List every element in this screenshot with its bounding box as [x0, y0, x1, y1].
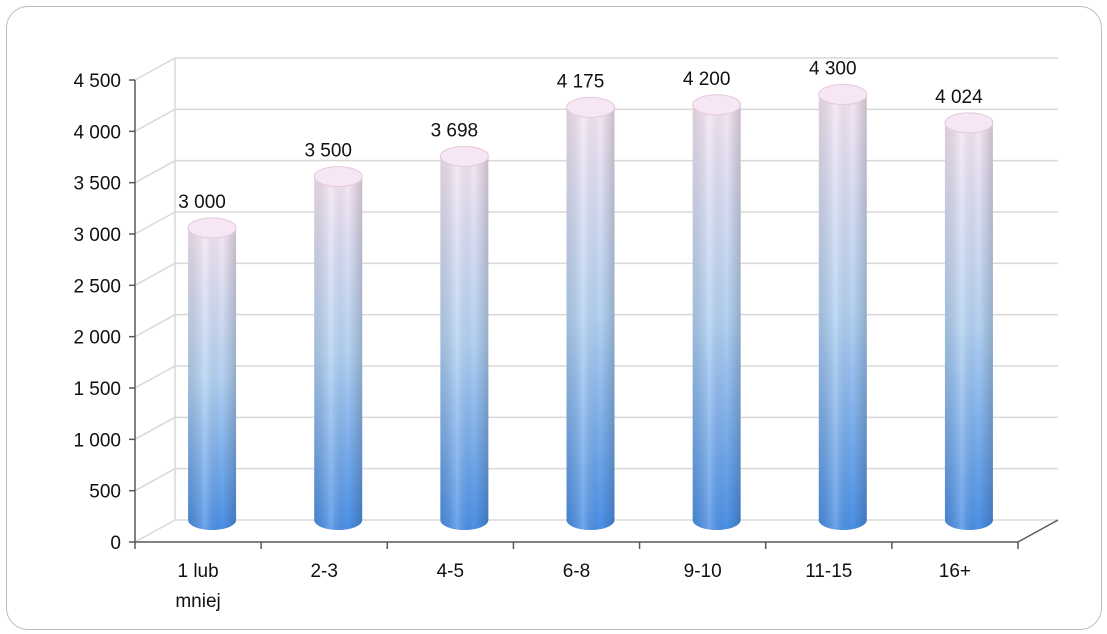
bar: [566, 96, 615, 530]
bar: [944, 112, 994, 531]
bar-cap: [818, 84, 868, 106]
labels: 0 500 1 000 1 500 2 000 2 500 3 000 3 500 4 000 4…: [73, 59, 983, 612]
y-tick-label: 3 500: [73, 174, 121, 195]
bar-cap: [944, 112, 994, 134]
bar: [818, 84, 868, 531]
gridline-side: [134, 262, 176, 286]
bar-shading: [440, 156, 489, 530]
bar-shading: [818, 94, 867, 531]
data-label: 4 024: [935, 87, 983, 108]
bar-shading: [188, 228, 237, 530]
gridline-side: [134, 57, 176, 81]
data-label: 3 000: [178, 192, 226, 213]
bar: [313, 166, 363, 530]
bar-shading: [692, 104, 741, 531]
bar: [439, 145, 489, 530]
y-tick-label: 1 000: [73, 430, 121, 451]
x-tick-label: 16+: [939, 561, 971, 582]
data-label: 4 200: [683, 69, 731, 90]
gridline-side: [134, 468, 176, 492]
bar-shading: [314, 176, 363, 530]
x-tick-label: 9-10: [684, 561, 722, 582]
x-tick-label: 1 lub: [177, 561, 218, 582]
x-tick-label: 2-3: [310, 561, 337, 582]
data-label: 3 500: [304, 141, 352, 162]
bar-shading: [944, 122, 993, 531]
y-tick-label: 2 500: [73, 276, 121, 297]
x-tick-label: mniej: [175, 591, 220, 612]
bar-cap: [692, 94, 742, 116]
gridline-side: [134, 160, 176, 184]
bar-cap: [439, 145, 489, 167]
bar-cap: [313, 166, 363, 188]
y-tick-label: 0: [110, 533, 121, 554]
y-tick-label: 4 500: [73, 71, 121, 92]
x-tick-label: 11-15: [805, 561, 852, 582]
gridline-side: [134, 314, 176, 338]
data-label: 3 698: [431, 120, 479, 141]
bar-cap: [187, 217, 237, 239]
x-tick-label: 6-8: [563, 561, 590, 582]
gridline-side: [134, 108, 176, 132]
bar-cap: [566, 96, 615, 118]
data-label: 4 300: [809, 59, 857, 80]
gridline-side: [134, 365, 176, 389]
y-tick-label: 4 000: [73, 122, 121, 143]
y-tick-label: 2 000: [73, 328, 121, 349]
gridline-side: [134, 211, 176, 235]
bar: [692, 94, 742, 531]
data-label: 4 175: [557, 71, 605, 92]
axes: [129, 79, 1059, 549]
bar-shading: [566, 107, 615, 530]
floor-edge: [1017, 519, 1059, 543]
y-tick-label: 1 500: [73, 379, 121, 400]
gridline-side: [134, 519, 176, 543]
x-tick-label: 4-5: [437, 561, 464, 582]
y-tick-label: 500: [89, 482, 121, 503]
y-tick-label: 3 000: [73, 225, 121, 246]
gridline-side: [134, 416, 176, 440]
bars: [187, 84, 994, 531]
bar: [187, 217, 237, 530]
